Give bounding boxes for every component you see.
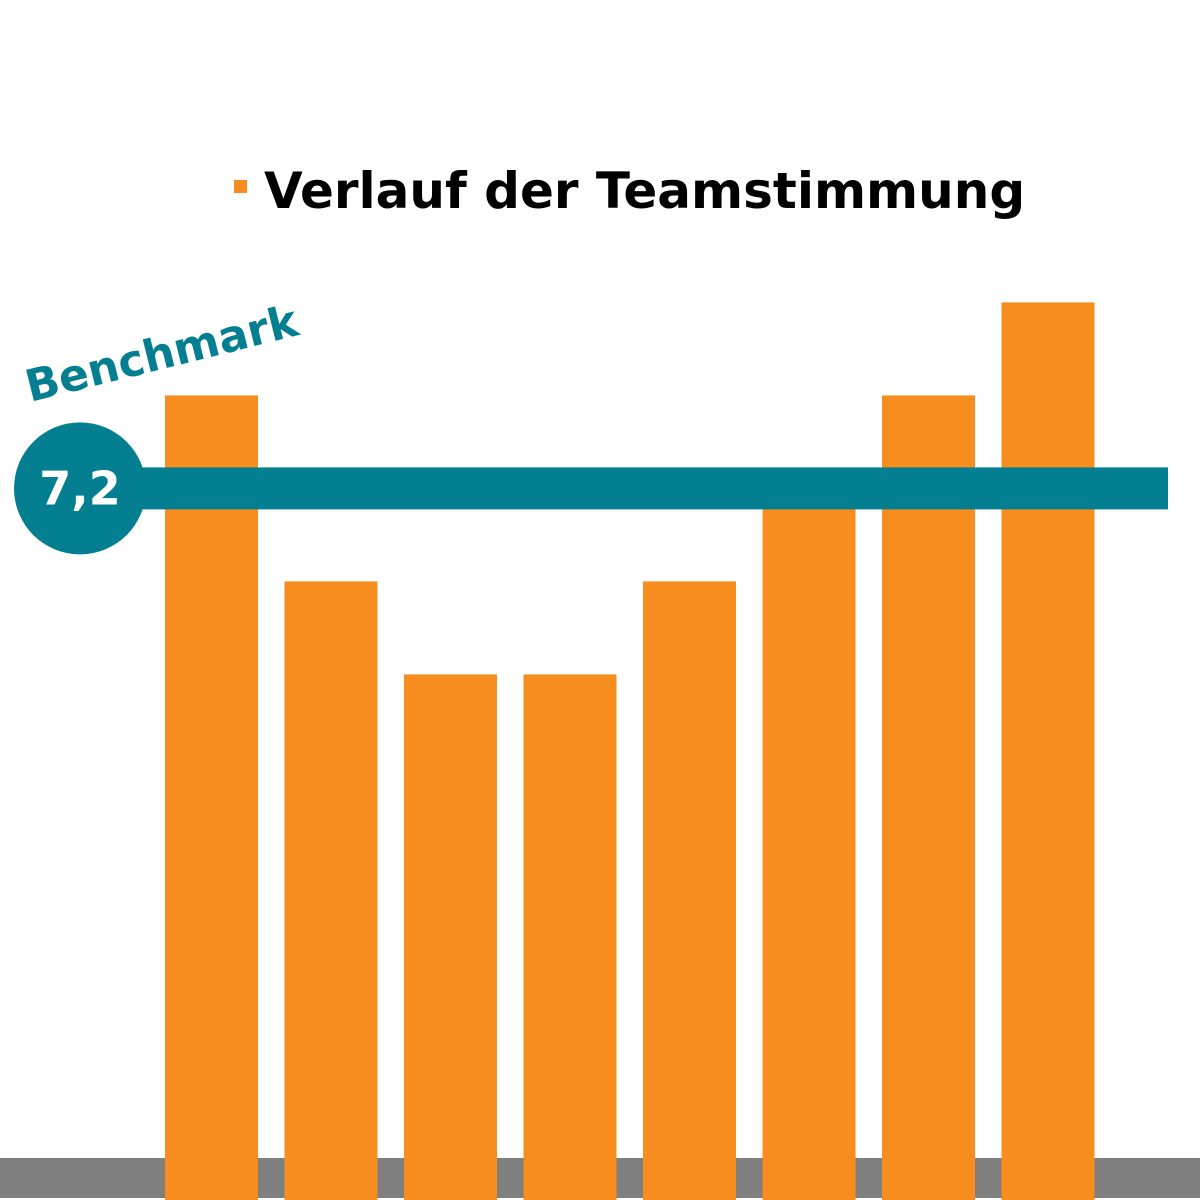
bar-6 [762,488,856,1200]
bar-7 [882,395,975,1200]
legend: Verlauf der Teamstimmung [234,162,1025,220]
bar-2 [284,581,378,1200]
benchmark-value-badge [14,422,146,555]
bars-group [165,302,1095,1200]
benchmark-value: 7,2 [39,461,121,515]
bar-1 [165,395,258,1200]
legend-swatch [234,180,247,193]
benchmark-line [80,467,1168,510]
bar-5 [643,581,736,1200]
bar-3 [404,674,497,1200]
legend-label: Verlauf der Teamstimmung [264,162,1025,220]
benchmark-label: Benchmark [20,295,304,412]
bar-4 [523,674,617,1200]
bar-8 [1001,302,1095,1200]
